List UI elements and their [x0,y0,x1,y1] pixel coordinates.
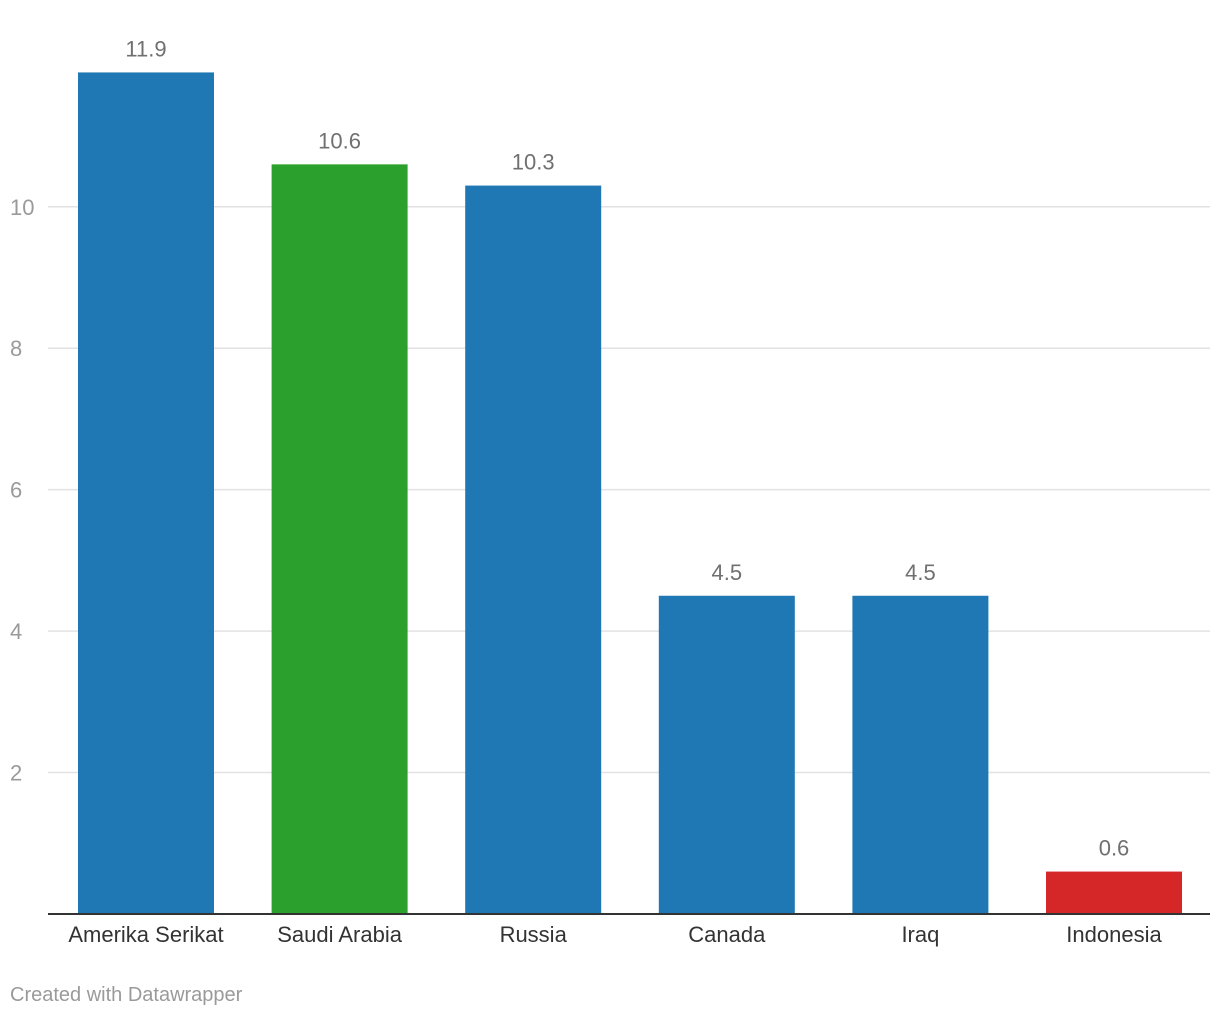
bar-russia [465,185,602,915]
x-tick-label: Indonesia [1066,922,1162,947]
y-tick-label: 4 [10,619,22,644]
bar-canada [658,595,795,914]
bar-iraq [852,595,989,914]
data-label: 10.6 [318,128,361,153]
x-tick-label: Iraq [901,922,939,947]
x-tick-label: Amerika Serikat [68,922,223,947]
y-tick-label: 8 [10,336,22,361]
data-label: 11.9 [125,36,166,61]
bar-amerika-serikat [78,72,214,914]
gridlines [48,206,1210,774]
y-tick-label: 10 [10,195,34,220]
data-label: 0.6 [1099,836,1130,861]
credit-text: Created with Datawrapper [10,984,243,1006]
data-label: 4.5 [712,560,743,585]
bar-saudi-arabia [271,164,408,915]
y-tick-label: 2 [10,761,22,786]
x-tick-label: Russia [500,922,568,947]
data-labels: 11.9 10.6 10.3 4.5 4.5 0.6 [125,36,1129,860]
bar-indonesia [1046,871,1182,914]
data-label: 10.3 [512,150,555,175]
y-tick-label: 6 [10,478,22,503]
data-label: 4.5 [905,560,936,585]
bars [78,72,1182,915]
x-tick-label: Canada [688,922,766,947]
x-axis-ticks: Amerika Serikat Saudi Arabia Russia Canada I… [68,922,1162,947]
y-axis-ticks: 2 4 6 8 10 [10,195,34,786]
x-tick-label: Saudi Arabia [277,922,403,947]
